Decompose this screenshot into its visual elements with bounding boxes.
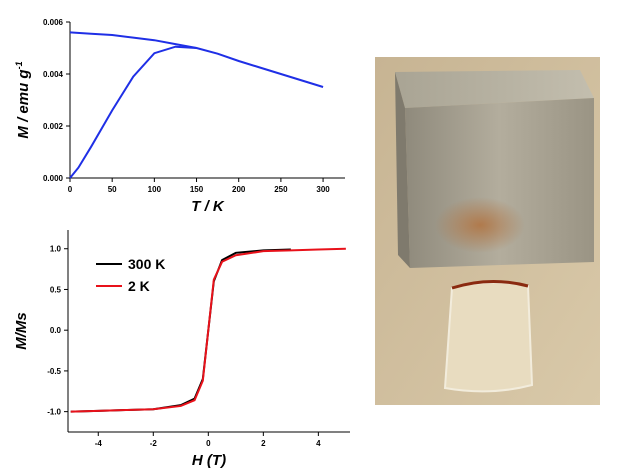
x-tick-label: 150	[190, 185, 204, 194]
chart: 0 50 100 150 200 250 300 0.000 0.002 0.004 0.006 T …	[14, 18, 345, 215]
y-tick-label: -0.5	[47, 367, 61, 376]
data-line	[71, 250, 291, 412]
x-axis-label: H (T)	[192, 452, 226, 468]
y-axis-label-main: M/Ms	[13, 312, 30, 350]
chart: -4 -2 0 2 4 1.0 0.5 0.0 -0.5 -1.0 H (T) M/Ms 300 K 2 …	[13, 230, 350, 468]
x-tick-label: 0	[68, 185, 73, 194]
x-tick-label: 100	[148, 185, 162, 194]
legend-label: 300 K	[128, 256, 165, 272]
data-line	[71, 249, 346, 412]
legend-label: 2 K	[128, 278, 150, 294]
x-tick-label: -4	[95, 439, 103, 448]
y-axis-label-sup: -1	[14, 61, 24, 69]
figure: 0501001502002503000.0000.0020.0040.006T …	[0, 0, 619, 468]
x-tick-label: 200	[232, 185, 246, 194]
magnet-stain	[435, 197, 525, 253]
photo	[375, 57, 600, 405]
y-tick-label: 0.004	[43, 70, 64, 79]
y-tick-label: 0.000	[43, 174, 64, 183]
y-axis-label: M/Ms	[13, 312, 30, 350]
x-tick-label: 2	[261, 439, 266, 448]
data-line	[70, 47, 197, 178]
y-tick-label: 0.5	[50, 285, 62, 294]
x-tick-label: 4	[316, 439, 321, 448]
y-axis-label: M / emu g-1	[14, 61, 32, 138]
x-tick-label: 0	[206, 439, 211, 448]
y-tick-label: -1.0	[47, 408, 61, 417]
x-tick-label: 50	[108, 185, 117, 194]
y-tick-label: 1.0	[50, 245, 62, 254]
y-tick-label: 0.0	[50, 326, 62, 335]
y-tick-label: 0.002	[43, 122, 64, 131]
x-axis-label: T / K	[191, 198, 225, 215]
y-axis-label-main: M / emu g	[15, 69, 32, 138]
x-tick-label: 300	[316, 185, 330, 194]
x-tick-label: -2	[150, 439, 158, 448]
gel-film	[445, 282, 532, 391]
data-line	[70, 32, 323, 87]
y-tick-label: 0.006	[43, 18, 64, 27]
x-tick-label: 250	[274, 185, 288, 194]
